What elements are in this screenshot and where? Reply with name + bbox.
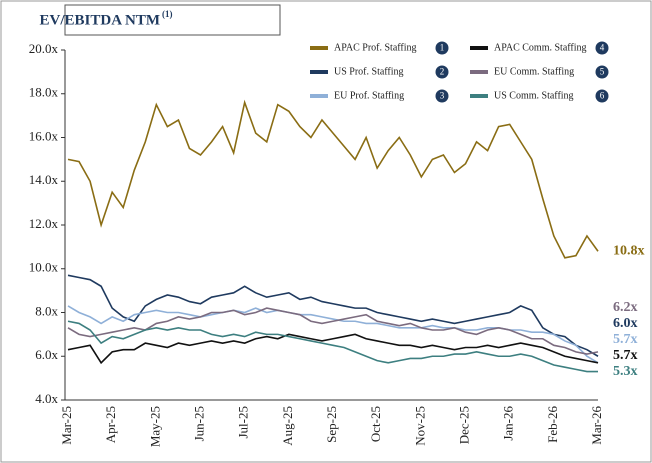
series-line <box>67 307 599 355</box>
legend-number: 2 <box>440 67 445 77</box>
legend-marker <box>595 89 609 103</box>
x-tick-label: Mar-26 <box>589 406 604 445</box>
end-label: 5.7x <box>613 348 638 363</box>
y-tick-label: 4.0x <box>35 391 58 406</box>
y-tick-label: 10.0x <box>29 260 59 275</box>
end-label: 5.3x <box>613 364 638 379</box>
legend-number: 4 <box>600 43 605 53</box>
legend-label: US Prof. Staffing <box>334 66 404 77</box>
y-tick-label: 18.0x <box>29 85 59 100</box>
chart-title: EV/EBITDA NTM <box>40 12 160 28</box>
legend-marker <box>435 41 449 55</box>
legend-label: US Comm. Staffing <box>494 90 574 101</box>
legend-number: 5 <box>600 67 605 77</box>
x-tick-label: Feb-26 <box>545 406 560 443</box>
x-tick-label: Nov-25 <box>412 406 427 446</box>
y-tick-label: 20.0x <box>29 41 59 56</box>
y-tick-label: 6.0x <box>35 347 58 362</box>
x-tick-label: May-25 <box>147 406 162 447</box>
legend-number: 6 <box>600 91 605 101</box>
x-tick-label: Jan-26 <box>501 406 516 441</box>
x-tick-label: Jun-25 <box>191 406 206 441</box>
y-tick-label: 14.0x <box>29 172 59 187</box>
title-box <box>64 4 281 36</box>
y-tick-label: 16.0x <box>29 128 59 143</box>
x-tick-label: Dec-25 <box>456 406 471 444</box>
x-tick-label: Apr-25 <box>103 406 118 443</box>
legend-label: EU Comm. Staffing <box>494 66 574 77</box>
y-tick-label: 8.0x <box>35 303 58 318</box>
legend-marker <box>595 65 609 79</box>
end-label: 6.0x <box>613 316 638 331</box>
legend-number: 1 <box>440 43 445 53</box>
end-label: 5.7x <box>613 332 638 347</box>
legend-label: APAC Prof. Staffing <box>334 42 417 53</box>
series-line <box>67 99 599 259</box>
x-tick-label: Sep-25 <box>324 406 339 443</box>
legend-label: EU Prof. Staffing <box>334 90 404 101</box>
series-line <box>67 333 599 365</box>
legend-marker <box>595 41 609 55</box>
end-label: 10.8x <box>613 243 645 258</box>
x-tick-label: Aug-25 <box>280 406 295 446</box>
x-tick-label: Jul-25 <box>236 406 251 439</box>
x-tick-label: Mar-25 <box>59 406 74 445</box>
x-tick-label: Oct-25 <box>368 406 383 442</box>
legend-label: APAC Comm. Staffing <box>494 42 587 53</box>
y-tick-label: 12.0x <box>29 216 59 231</box>
series-line <box>67 320 598 373</box>
legend-marker <box>435 65 449 79</box>
title-note: (1) <box>162 9 173 19</box>
legend-number: 3 <box>440 91 445 101</box>
series-line <box>67 274 599 357</box>
end-label: 6.2x <box>613 300 638 315</box>
legend-marker <box>435 89 449 103</box>
